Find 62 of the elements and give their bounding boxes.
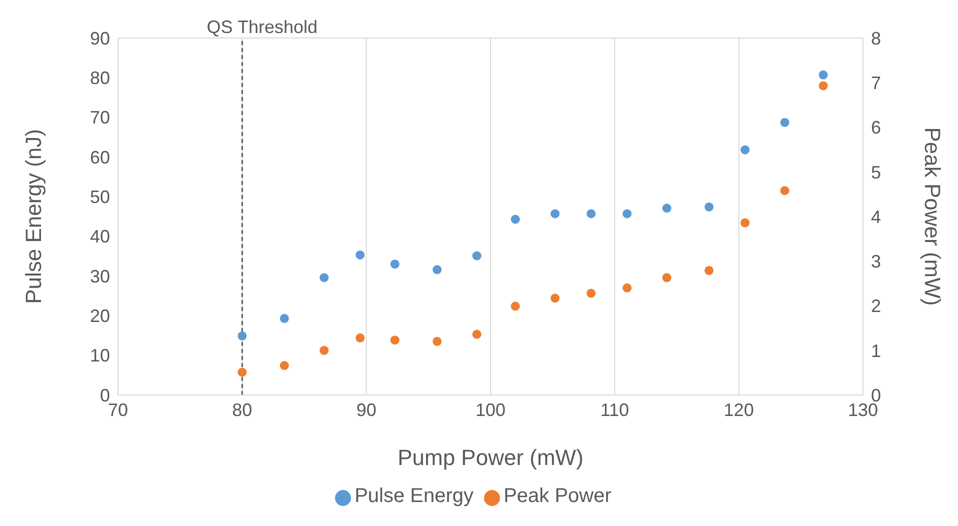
point: [510, 302, 520, 311]
point: [550, 209, 560, 218]
point: [280, 314, 289, 323]
point: [780, 186, 790, 196]
y2-tick-label: 1: [871, 340, 882, 361]
point: [472, 330, 482, 339]
y-tick-label: 90: [90, 28, 110, 48]
point: [238, 368, 247, 377]
x-tick-label: 70: [108, 400, 128, 420]
y2-tick-label: 7: [871, 73, 882, 94]
point: [662, 273, 672, 282]
y-axis-title: Pulse Energy (nJ): [20, 129, 46, 304]
point: [390, 336, 400, 345]
x-tick-label: 110: [600, 400, 630, 420]
y2-tick-label: 6: [871, 118, 882, 138]
point: [510, 214, 520, 224]
y2-tick-label: 8: [871, 28, 882, 48]
y-tick-label: 40: [90, 226, 110, 247]
x-tick-label: 100: [475, 400, 506, 420]
y-tick-label: 50: [90, 187, 110, 208]
point: [586, 288, 596, 298]
point: [622, 209, 632, 218]
point: [432, 265, 442, 274]
y2-axis-title: Peak Power (mW): [920, 127, 946, 306]
y2-tick-label: 5: [871, 162, 882, 182]
x-axis-title: Pump Power (mW): [398, 445, 584, 470]
point: [818, 81, 828, 90]
point: [780, 118, 790, 127]
point: [704, 266, 714, 275]
y-tick-label: 0: [100, 385, 110, 406]
y-tick-label: 80: [90, 68, 110, 88]
point: [704, 202, 714, 212]
x-tick-label: 120: [724, 400, 754, 420]
legend-label: Pulse Energy: [354, 485, 474, 507]
y-tick-label: 60: [90, 147, 110, 168]
y-tick-label: 70: [90, 108, 110, 128]
y2-tick-label: 2: [871, 296, 882, 316]
y-tick-label: 10: [90, 346, 110, 366]
point: [662, 204, 672, 213]
y-tick-label: 20: [90, 306, 110, 326]
x-tick-label: 90: [356, 400, 376, 420]
y-tick-label: 30: [90, 266, 110, 286]
point: [356, 250, 365, 260]
point: [280, 361, 289, 370]
ref-line-label: QS Threshold: [206, 17, 318, 37]
point: [818, 70, 828, 80]
y2-tick-label: 3: [871, 252, 882, 272]
point: [432, 336, 442, 346]
x-tick-label: 80: [232, 400, 252, 420]
point: [550, 294, 560, 303]
point: [356, 333, 365, 342]
point: [586, 209, 596, 218]
point: [320, 273, 329, 282]
point: [740, 145, 750, 154]
y2-tick-label: 4: [871, 206, 882, 227]
point: [740, 218, 750, 228]
point: [622, 283, 632, 292]
point: [472, 251, 482, 260]
point: [238, 331, 247, 340]
legend-label: Peak Power: [504, 485, 612, 507]
point: [320, 346, 329, 355]
point: [390, 260, 400, 269]
